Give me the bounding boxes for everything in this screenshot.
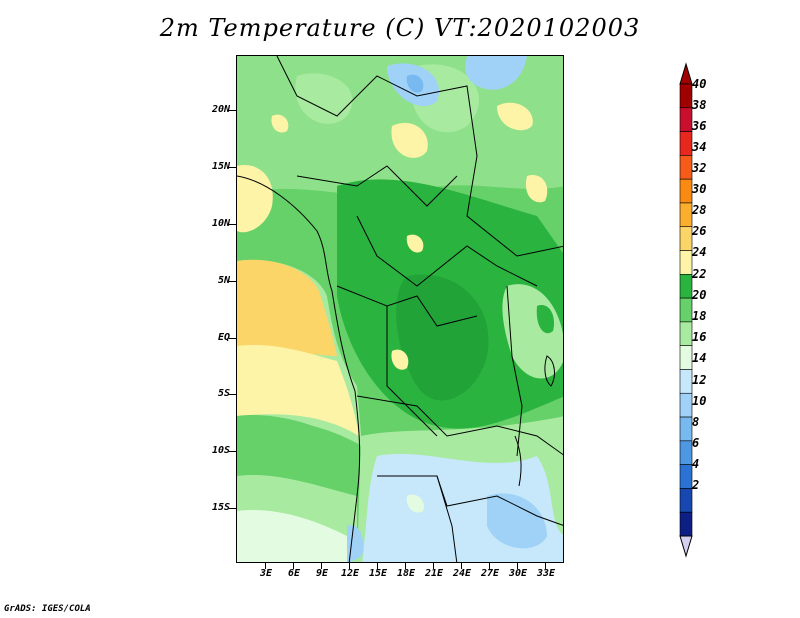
lon-tick xyxy=(293,563,294,569)
colorbar-swatch xyxy=(679,250,693,275)
colorbar-label: 24 xyxy=(692,245,707,259)
lat-tick xyxy=(229,508,236,509)
colorbar-label: 20 xyxy=(692,288,707,302)
colorbar-label: 40 xyxy=(692,77,707,91)
colorbar-swatch xyxy=(679,511,693,537)
colorbar-label: 26 xyxy=(692,224,707,238)
colorbar-label: 4 xyxy=(692,457,700,471)
lat-label-5s: 5S xyxy=(217,388,230,399)
lon-tick xyxy=(489,563,490,569)
colorbar-swatch xyxy=(679,178,693,204)
map-title: 2m Temperature (C) VT:2020102003 xyxy=(159,14,641,42)
colorbar-label: 2 xyxy=(692,478,700,492)
lon-label-30e: 30E xyxy=(508,568,528,579)
colorbar-label: 10 xyxy=(692,394,707,408)
colorbar-label: 6 xyxy=(692,436,700,450)
lat-tick xyxy=(229,110,236,111)
lon-label-27e: 27E xyxy=(480,568,500,579)
colorbar-label: 28 xyxy=(692,203,707,217)
lat-tick xyxy=(229,394,236,395)
colorbar-label: 12 xyxy=(692,373,707,387)
lon-tick xyxy=(433,563,434,569)
colorbar-swatch xyxy=(679,202,693,228)
colorbar-swatch xyxy=(679,488,693,513)
lat-label-15s: 15S xyxy=(211,502,230,513)
temperature-map xyxy=(236,55,564,563)
lat-tick xyxy=(229,338,236,339)
colorbar-swatch xyxy=(679,297,693,323)
lon-label-9e: 9E xyxy=(315,568,329,579)
colorbar-swatch xyxy=(679,345,693,370)
colorbar-label: 18 xyxy=(692,309,707,323)
lon-label-12e: 12E xyxy=(340,568,360,579)
lon-label-15e: 15E xyxy=(368,568,388,579)
colorbar-arrow-bottom xyxy=(679,535,693,558)
colorbar-label: 14 xyxy=(692,351,707,365)
lon-tick xyxy=(545,563,546,569)
colorbar-swatch xyxy=(679,83,693,109)
colorbar-label: 34 xyxy=(692,140,707,154)
lon-label-6e: 6E xyxy=(287,568,301,579)
colorbar-label: 8 xyxy=(692,415,700,429)
lon-tick xyxy=(321,563,322,569)
colorbar-label: 38 xyxy=(692,98,707,112)
lon-label-24e: 24E xyxy=(452,568,472,579)
lon-tick xyxy=(265,563,266,569)
colorbar-swatch xyxy=(679,131,693,156)
colorbar-swatch xyxy=(679,369,693,394)
colorbar-swatch xyxy=(679,416,693,442)
lon-tick xyxy=(377,563,378,569)
lat-tick xyxy=(229,281,236,282)
lon-label-21e: 21E xyxy=(424,568,444,579)
colorbar-swatch xyxy=(679,107,693,132)
lat-label-20n: 20N xyxy=(211,104,230,115)
lon-tick xyxy=(461,563,462,569)
colorbar-swatch xyxy=(679,226,693,251)
colorbar-swatch xyxy=(679,321,693,346)
colorbar-label: 22 xyxy=(692,267,707,281)
colorbar-label: 16 xyxy=(692,330,707,344)
lat-tick xyxy=(229,224,236,225)
lon-tick xyxy=(349,563,350,569)
lat-label-eq: EQ xyxy=(217,332,230,343)
lon-tick xyxy=(405,563,406,569)
lat-tick xyxy=(229,167,236,168)
colorbar-arrow-top xyxy=(679,62,693,85)
colorbar-label: 30 xyxy=(692,182,707,196)
colorbar-swatch xyxy=(679,274,693,299)
temperature-field xyxy=(237,56,563,562)
lon-tick xyxy=(517,563,518,569)
lat-label-10n: 10N xyxy=(211,218,230,229)
colorbar-label: 36 xyxy=(692,119,707,133)
lat-label-10s: 10S xyxy=(211,445,230,456)
lon-label-33e: 33E xyxy=(536,568,556,579)
colorbar-swatch xyxy=(679,155,693,180)
lon-label-3e: 3E xyxy=(259,568,273,579)
lat-label-5n: 5N xyxy=(217,275,230,286)
lat-tick xyxy=(229,451,236,452)
colorbar xyxy=(679,62,693,558)
lat-label-15n: 15N xyxy=(211,161,230,172)
colorbar-swatch xyxy=(679,464,693,489)
grads-credit: GrADS: IGES/COLA xyxy=(4,604,91,614)
colorbar-label: 32 xyxy=(692,161,707,175)
colorbar-swatch xyxy=(679,392,693,418)
lon-label-18e: 18E xyxy=(396,568,416,579)
colorbar-swatch xyxy=(679,440,693,465)
